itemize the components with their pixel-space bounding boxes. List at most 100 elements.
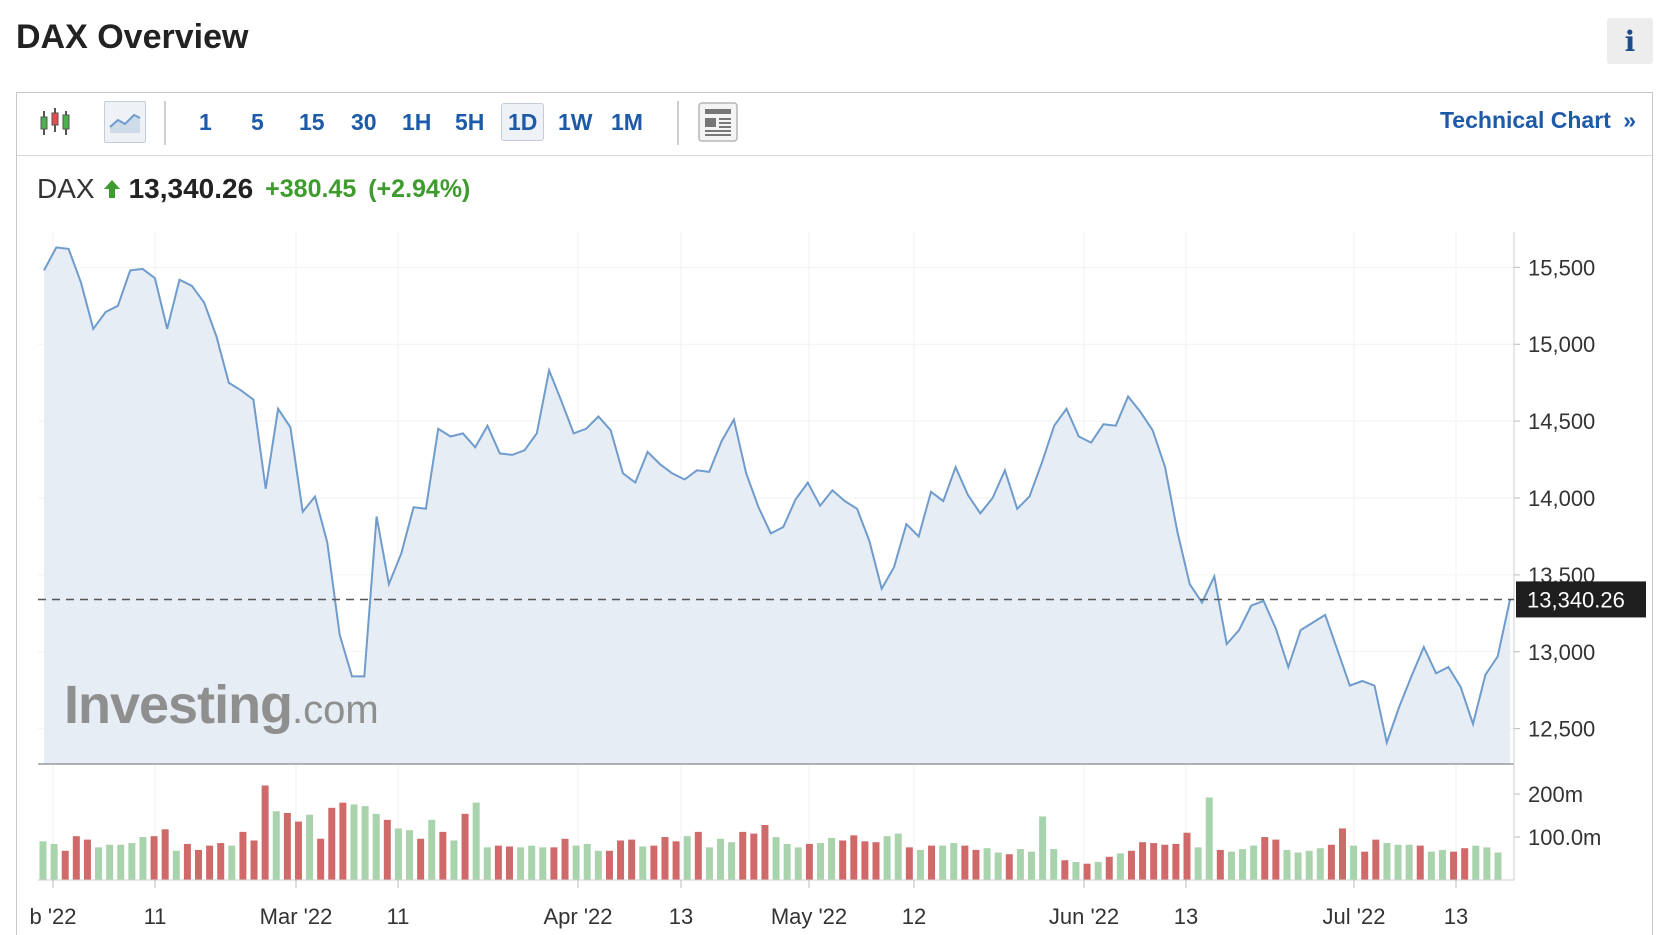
x-tick-label: Jul '22 [1323, 904, 1386, 929]
volume-bar [861, 841, 869, 880]
volume-bar [528, 845, 536, 880]
volume-bar [261, 785, 269, 880]
volume-bar [161, 829, 169, 880]
watermark-main: Investing [64, 675, 293, 735]
volume-bar [417, 838, 425, 880]
info-button[interactable]: i [1607, 18, 1653, 64]
technical-chart-link[interactable]: Technical Chart » [1440, 107, 1636, 134]
candlestick-icon[interactable] [34, 101, 76, 143]
volume-bar [1194, 847, 1202, 880]
volume-bar [72, 836, 80, 880]
volume-bar [294, 821, 302, 880]
volume-bar [117, 844, 125, 880]
volume-bar [239, 831, 247, 880]
volume-bar [928, 845, 936, 880]
volume-bar [1416, 845, 1424, 880]
volume-bar [883, 836, 891, 880]
volume-bar [972, 849, 980, 880]
volume-bar [172, 850, 180, 880]
volume-bar [1072, 861, 1080, 880]
toolbar-separator [677, 101, 679, 145]
volume-bar [1105, 856, 1113, 880]
quote-change: +380.45 [265, 174, 357, 203]
volume-bar [1483, 847, 1491, 880]
volume-bar [1039, 816, 1047, 880]
volume-bar [1438, 849, 1446, 880]
volume-bar [361, 806, 369, 880]
volume-bar [1016, 849, 1024, 880]
volume-bar [1150, 843, 1158, 880]
volume-bar [206, 845, 214, 880]
volume-bar [517, 847, 525, 880]
volume-bar [561, 838, 569, 880]
volume-bar [1028, 851, 1036, 880]
volume-bar [761, 825, 769, 880]
volume-bar [872, 842, 880, 880]
volume-bar [183, 843, 191, 880]
y-tick-label: 13,000 [1528, 640, 1595, 665]
volume-bar [1239, 849, 1247, 880]
volume-bar [628, 839, 636, 880]
interval-30[interactable]: 30 [351, 108, 377, 135]
volume-bar [505, 846, 513, 880]
interval-1h[interactable]: 1H [402, 108, 432, 135]
volume-bar [1205, 797, 1213, 880]
volume-bar [1405, 844, 1413, 880]
y-tick-label: 15,000 [1528, 332, 1595, 357]
interval-1m[interactable]: 1M [611, 108, 643, 135]
volume-bar [394, 828, 402, 880]
volume-bar [217, 843, 225, 880]
volume-bar [1494, 852, 1502, 880]
volume-bar [494, 845, 502, 880]
volume-bar [139, 837, 147, 880]
news-icon[interactable] [697, 101, 739, 143]
volume-bar [961, 845, 969, 880]
volume-bar [1116, 853, 1124, 880]
price-line [43, 246, 1511, 747]
interval-15[interactable]: 15 [299, 108, 325, 135]
volume-bar [1161, 844, 1169, 880]
volume-bar [1394, 844, 1402, 880]
volume-bar [1061, 860, 1069, 880]
volume-bar [728, 842, 736, 880]
x-tick-label: b '22 [29, 904, 76, 929]
price-area [44, 247, 1510, 764]
volume-bar [839, 840, 847, 880]
y-tick-label: 14,500 [1528, 409, 1595, 434]
interval-5[interactable]: 5 [251, 108, 264, 135]
volume-tick-label: 200m [1528, 782, 1583, 807]
volume-bar [950, 843, 958, 880]
volume-bar [1339, 828, 1347, 880]
interval-1[interactable]: 1 [199, 108, 212, 135]
y-tick-label: 12,500 [1528, 717, 1595, 742]
volume-bar [772, 837, 780, 880]
volume-bar [572, 845, 580, 880]
up-arrow-icon [103, 180, 120, 198]
volume-bar [816, 843, 824, 880]
interval-1w[interactable]: 1W [558, 108, 593, 135]
volume-bar [661, 837, 669, 880]
volume-bar [50, 843, 58, 880]
volume-bar [272, 811, 280, 880]
volume-bar [1139, 842, 1147, 880]
volume-bar [383, 819, 391, 880]
area-chart-icon[interactable] [104, 101, 146, 143]
volume-bar [483, 847, 491, 880]
volume-bar [1272, 839, 1280, 880]
volume-bar [1216, 849, 1224, 880]
quote-header: DAX 13,340.26 +380.45 (+2.94%) [37, 171, 470, 207]
interval-1d[interactable]: 1D [501, 103, 545, 141]
volume-bar [717, 838, 725, 880]
interval-5h[interactable]: 5H [455, 108, 485, 135]
volume-bar [1327, 844, 1335, 880]
volume-bar [1361, 851, 1369, 880]
volume-bar [283, 812, 291, 880]
volume-bar [850, 835, 858, 880]
volume-bar [406, 830, 414, 880]
volume-bar [1127, 850, 1135, 880]
volume-bar [583, 843, 591, 880]
volume-bar [83, 839, 91, 880]
volume-bar [805, 843, 813, 880]
volume-bar [794, 847, 802, 880]
volume-bar [1461, 848, 1469, 880]
